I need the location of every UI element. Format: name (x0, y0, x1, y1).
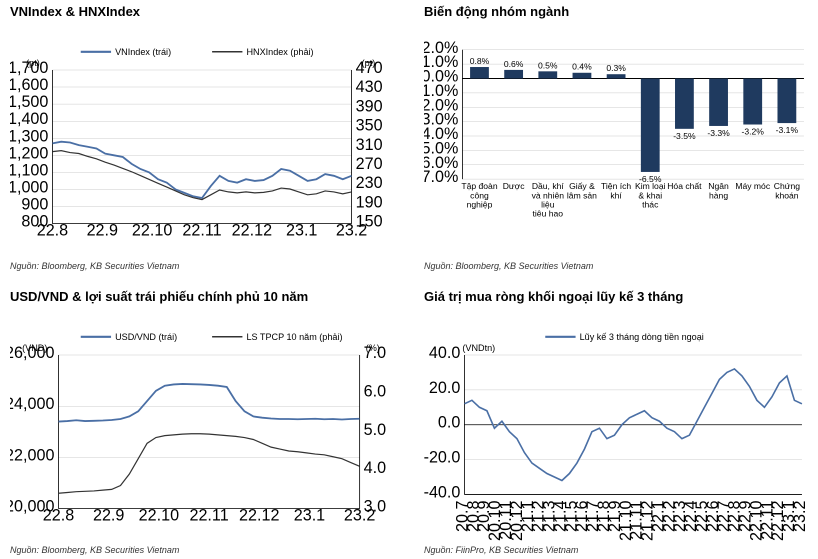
chart-br: Lũy kế 3 tháng dòng tiền ngoại (VNDtn) -40… (424, 314, 808, 542)
svg-text:tiêu hao: tiêu hao (533, 209, 564, 219)
source-bl: Nguồn: Bloomberg, KB Securities Vietnam (10, 545, 394, 555)
svg-text:LS TPCP 10 năm (phải): LS TPCP 10 năm (phải) (246, 331, 342, 341)
svg-text:VNIndex (trái): VNIndex (trái) (115, 47, 171, 57)
svg-text:350: 350 (356, 117, 383, 135)
svg-text:40.0: 40.0 (429, 344, 460, 362)
source-tr: Nguồn: Bloomberg, KB Securities Vietnam (424, 261, 808, 271)
svg-text:20.0: 20.0 (429, 378, 460, 396)
svg-text:-3.2%: -3.2% (742, 127, 765, 137)
svg-text:22.9: 22.9 (93, 506, 124, 524)
svg-text:0.6%: 0.6% (504, 59, 524, 69)
svg-text:0.3%: 0.3% (606, 63, 626, 73)
svg-text:1,000: 1,000 (10, 178, 48, 196)
svg-text:230: 230 (356, 174, 383, 192)
panel-foreign-flow: Giá trị mua ròng khối ngoại lũy kế 3 thá… (424, 289, 808, 556)
svg-text:lâm sản: lâm sản (567, 190, 597, 200)
svg-text:22.12: 22.12 (232, 222, 272, 240)
svg-text:-40.0: -40.0 (424, 483, 460, 501)
panel-title: Biến động nhóm ngành (424, 4, 808, 19)
svg-text:23.2: 23.2 (336, 222, 367, 240)
svg-text:-3.5%: -3.5% (673, 131, 696, 141)
svg-text:22.10: 22.10 (139, 506, 179, 524)
svg-text:310: 310 (356, 136, 383, 154)
svg-text:hàng: hàng (709, 190, 728, 200)
panel-usdvnd-bond: USD/VND & lợi suất trái phiếu chính phủ … (10, 289, 394, 556)
svg-text:23.1: 23.1 (286, 222, 317, 240)
svg-text:Lũy kế 3 tháng dòng tiền ngoại: Lũy kế 3 tháng dòng tiền ngoại (580, 331, 704, 341)
svg-text:0.5%: 0.5% (538, 60, 558, 70)
svg-text:5.0: 5.0 (364, 420, 386, 438)
svg-text:900: 900 (21, 196, 48, 214)
svg-text:nghiệp: nghiệp (467, 199, 493, 209)
panel-vnindex-hnxindex: VNIndex & HNXIndex VNIndex (trái) HNXInde… (10, 4, 394, 271)
svg-text:khoán: khoán (775, 190, 799, 200)
svg-text:430: 430 (356, 78, 383, 96)
svg-text:Hóa chất: Hóa chất (667, 181, 702, 191)
svg-text:22.8: 22.8 (37, 222, 68, 240)
svg-text:1,600: 1,600 (10, 76, 48, 94)
svg-text:470: 470 (356, 59, 383, 77)
svg-text:USD/VND (trái): USD/VND (trái) (115, 331, 177, 341)
svg-text:-3.1%: -3.1% (776, 125, 799, 135)
svg-text:23.2: 23.2 (344, 506, 375, 524)
svg-text:HNXIndex (phải): HNXIndex (phải) (246, 47, 313, 57)
panel-title: VNIndex & HNXIndex (10, 4, 394, 19)
source-tl: Nguồn: Bloomberg, KB Securities Vietnam (10, 261, 394, 271)
svg-text:22.11: 22.11 (182, 222, 221, 240)
svg-text:4.0: 4.0 (364, 459, 386, 477)
svg-text:22.11: 22.11 (189, 506, 228, 524)
chart-tr: -7.0%-6.0%-5.0%-4.0%-3.0%-2.0%-1.0%0.0%1… (424, 29, 808, 257)
svg-text:22.12: 22.12 (239, 506, 279, 524)
panel-title: USD/VND & lợi suất trái phiếu chính phủ … (10, 289, 394, 304)
svg-text:(VNDtn): (VNDtn) (462, 342, 495, 352)
svg-text:7.0: 7.0 (364, 344, 386, 362)
panel-title: Giá trị mua ròng khối ngoại lũy kế 3 thá… (424, 289, 808, 304)
svg-text:-3.3%: -3.3% (707, 128, 730, 138)
svg-text:Máy móc: Máy móc (735, 181, 771, 191)
source-br: Nguồn: FiinPro, KB Securities Vietnam (424, 545, 808, 555)
svg-text:270: 270 (356, 155, 383, 173)
svg-text:khí: khí (610, 190, 622, 200)
svg-text:23.1: 23.1 (294, 506, 325, 524)
svg-text:22.9: 22.9 (87, 222, 118, 240)
svg-text:thác: thác (642, 199, 659, 209)
svg-text:390: 390 (356, 97, 383, 115)
chart-bl: USD/VND (trái)LS TPCP 10 năm (phải)(VND)… (10, 314, 394, 542)
svg-text:1,100: 1,100 (10, 161, 48, 179)
svg-text:24,000: 24,000 (10, 395, 54, 413)
svg-text:22.10: 22.10 (132, 222, 172, 240)
svg-text:1,400: 1,400 (10, 110, 48, 128)
svg-text:1,700: 1,700 (10, 59, 48, 77)
svg-text:0.4%: 0.4% (572, 62, 592, 72)
svg-text:22.8: 22.8 (43, 506, 74, 524)
chart-tl: VNIndex (trái)HNXIndex (phải)(pt)(pt)800… (10, 29, 394, 257)
svg-text:Dược: Dược (503, 181, 526, 191)
svg-text:0.0: 0.0 (438, 413, 460, 431)
svg-text:6.0: 6.0 (364, 382, 386, 400)
svg-text:1,300: 1,300 (10, 127, 48, 145)
svg-text:26,000: 26,000 (10, 344, 54, 362)
svg-text:2.0%: 2.0% (424, 39, 458, 57)
svg-text:0.8%: 0.8% (470, 56, 490, 66)
svg-text:23.2: 23.2 (791, 500, 808, 531)
svg-text:1,200: 1,200 (10, 144, 48, 162)
svg-text:1,500: 1,500 (10, 93, 48, 111)
svg-text:190: 190 (356, 193, 383, 211)
svg-text:22,000: 22,000 (10, 446, 54, 464)
panel-sector-change: Biến động nhóm ngành -7.0%-6.0%-5.0%-4.0… (424, 4, 808, 271)
svg-text:-20.0: -20.0 (424, 448, 460, 466)
